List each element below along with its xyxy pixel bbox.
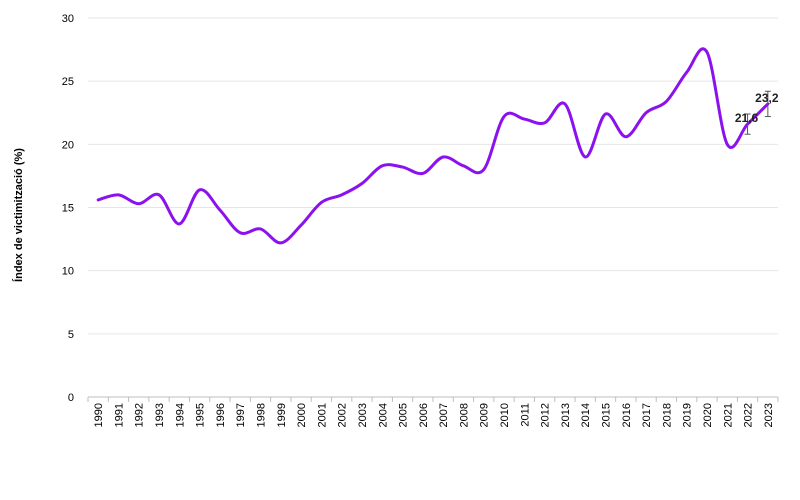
data-point-2000 xyxy=(299,223,303,227)
x-tick-label: 2002 xyxy=(337,403,349,427)
data-point-2008 xyxy=(461,164,465,168)
x-tick-label: 1991 xyxy=(113,403,125,427)
x-tick-label: 1990 xyxy=(93,403,105,427)
x-tick-label: 1993 xyxy=(154,403,166,427)
x-tick-label: 2008 xyxy=(458,403,470,427)
x-tick-label: 2012 xyxy=(540,403,552,427)
x-tick-label: 2017 xyxy=(641,403,653,427)
data-point-2004 xyxy=(380,164,384,168)
data-point-2015 xyxy=(604,112,608,116)
y-tick-label: 30 xyxy=(62,13,74,25)
data-point-2003 xyxy=(360,181,364,185)
data-point-2020 xyxy=(705,50,709,54)
series-line xyxy=(96,47,770,245)
data-point-1998 xyxy=(259,227,263,231)
y-tick-label: 25 xyxy=(62,76,74,88)
x-tick-label: 1992 xyxy=(134,403,146,427)
x-tick-label: 2018 xyxy=(661,403,673,427)
x-tick-label: 1995 xyxy=(195,403,207,427)
x-tick-label: 2020 xyxy=(702,403,714,427)
data-point-2010 xyxy=(502,115,506,119)
data-point-2005 xyxy=(401,165,405,169)
x-tick-label: 2000 xyxy=(296,403,308,427)
error-bar-2023 xyxy=(764,90,771,118)
data-point-2009 xyxy=(482,168,486,172)
data-point-2018 xyxy=(664,99,668,103)
data-point-2012 xyxy=(543,121,547,125)
data-point-1996 xyxy=(218,208,222,212)
data-point-1993 xyxy=(157,193,161,197)
gridlines xyxy=(88,17,778,335)
x-tick-label: 1999 xyxy=(276,403,288,427)
data-labels: 21,6 23,2 xyxy=(735,91,779,125)
data-point-2011 xyxy=(522,117,526,121)
data-point-2013 xyxy=(563,102,567,106)
x-tick-label: 1994 xyxy=(174,403,186,427)
data-label-2023: 23,2 xyxy=(755,91,779,105)
x-tick-label: 2019 xyxy=(682,403,694,427)
x-tick-label: 2014 xyxy=(580,403,592,427)
x-tick-label: 1996 xyxy=(215,403,227,427)
y-tick-label: 10 xyxy=(62,266,74,278)
x-tick-label: 2022 xyxy=(743,403,755,427)
data-point-1991 xyxy=(116,193,120,197)
data-label-2022: 21,6 xyxy=(735,111,759,125)
x-tick-label: 2003 xyxy=(357,403,369,427)
data-point-2017 xyxy=(644,111,648,115)
x-tick-label: 2007 xyxy=(438,403,450,427)
x-tick-label: 2009 xyxy=(479,403,491,427)
data-point-2014 xyxy=(583,155,587,159)
y-axis-ticks: 0 5 10 15 20 25 30 xyxy=(62,13,74,404)
x-tick-label: 2011 xyxy=(519,403,531,427)
y-tick-label: 5 xyxy=(68,329,74,341)
x-tick-label: 2010 xyxy=(499,403,511,427)
error-bar-2022 xyxy=(744,113,751,135)
data-point-1997 xyxy=(238,231,242,235)
data-point-2019 xyxy=(685,70,689,74)
series-line-group xyxy=(96,47,770,245)
x-tick-label: 2016 xyxy=(621,403,633,427)
y-tick-label: 15 xyxy=(62,203,74,215)
x-tick-label: 2013 xyxy=(560,403,572,427)
data-point-2007 xyxy=(441,155,445,159)
data-point-2006 xyxy=(421,171,425,175)
y-axis-title: Índex de victimització (%) xyxy=(12,148,25,282)
x-tick-label: 2023 xyxy=(763,403,775,427)
data-point-1992 xyxy=(137,202,141,206)
y-tick-label: 20 xyxy=(62,139,74,151)
data-point-1990 xyxy=(96,198,100,202)
data-point-1999 xyxy=(279,241,283,245)
x-tick-label: 1997 xyxy=(235,403,247,427)
data-point-1995 xyxy=(198,188,202,192)
x-tick-label: 2021 xyxy=(722,403,734,427)
x-tick-label: 2005 xyxy=(398,403,410,427)
x-tick-label: 2001 xyxy=(316,403,328,427)
data-point-2001 xyxy=(319,200,323,204)
y-tick-label: 0 xyxy=(68,392,74,404)
data-point-2016 xyxy=(624,135,628,139)
x-tick-label: 2004 xyxy=(377,403,389,427)
x-tick-label: 2015 xyxy=(601,403,613,427)
x-axis xyxy=(87,396,779,402)
x-tick-label: 1998 xyxy=(256,403,268,427)
data-point-1994 xyxy=(177,222,181,226)
data-point-2021 xyxy=(725,142,729,146)
error-bars xyxy=(744,90,771,135)
x-axis-ticks: 1990 1991 1992 1993 1994 1995 1996 1997 1998 1999… xyxy=(93,403,775,427)
data-point-2002 xyxy=(340,193,344,197)
x-tick-label: 2006 xyxy=(418,403,430,427)
